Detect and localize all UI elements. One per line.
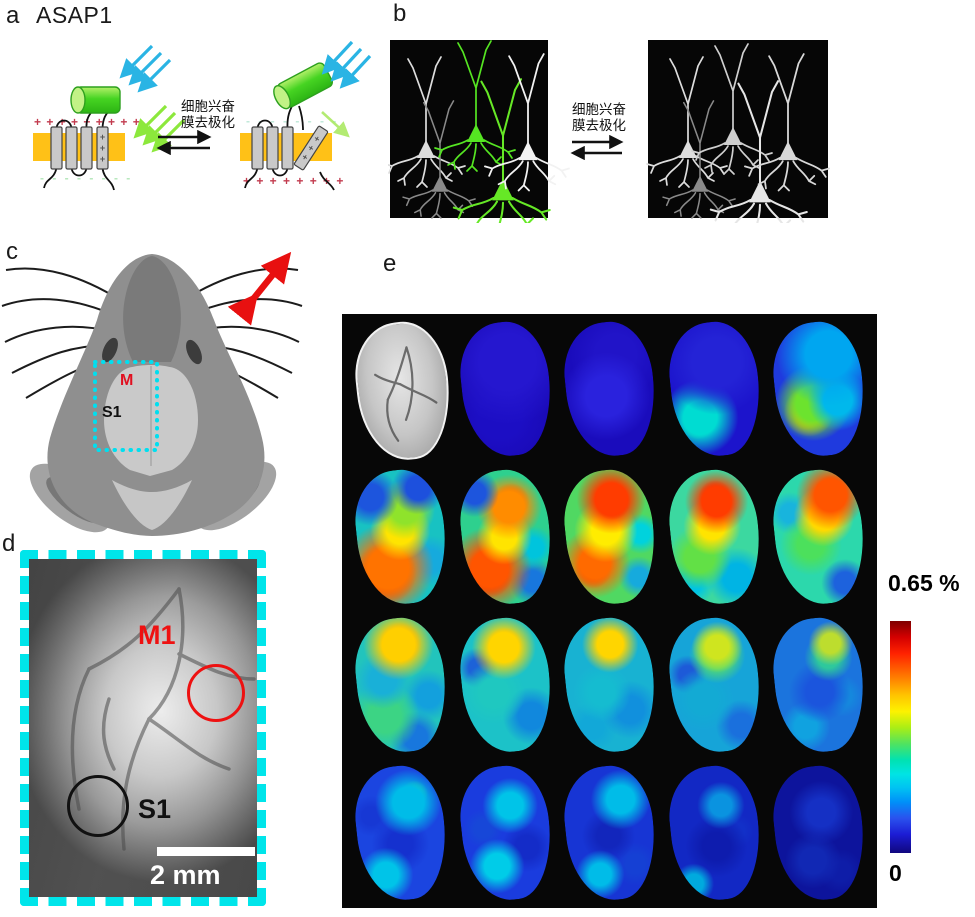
- excitation-light-arrows: [321, 40, 372, 89]
- transmembrane-segments: [251, 126, 294, 170]
- mouse-head-schematic: [1, 251, 303, 536]
- asap1-resting-state: + + + + + + + + + - - - - - - - - + +: [33, 44, 186, 191]
- svg-text:+: +: [312, 133, 322, 144]
- activity-map-r2c4: [663, 465, 766, 609]
- mouse-eyes: [102, 337, 202, 365]
- activity-map-r3c2: [454, 613, 557, 757]
- membrane-band: [33, 133, 125, 161]
- activity-map-r2c2: [454, 465, 557, 609]
- panel-b-transition-text: 细胞兴奋 膜去极化: [572, 102, 626, 134]
- excitation-light-arrows: [119, 44, 172, 93]
- s4-segment-tilted: + + +: [293, 125, 329, 171]
- scale-bar: [157, 847, 255, 856]
- panel-e-label: e: [383, 250, 397, 277]
- anatomy-brain-image: [350, 317, 456, 465]
- svg-text:+: +: [300, 152, 310, 163]
- activity-map-r4c2: [454, 761, 557, 905]
- brain-vasculature-image: [29, 559, 257, 897]
- s1-cortex-label: S1: [102, 404, 122, 421]
- panel-a-title: ASAP1: [36, 2, 113, 28]
- panel-a-transition-text: 细胞兴奋 膜去极化: [181, 99, 235, 131]
- snout-stripe: [123, 256, 181, 362]
- svg-text:+: +: [306, 142, 316, 153]
- activity-map-r4c3: [559, 761, 661, 905]
- activity-map-r4c5: [768, 761, 870, 905]
- gfp-cylinder-dim: [273, 62, 333, 110]
- activity-map-r2c1: [350, 465, 452, 609]
- activity-map-r3c1: [350, 613, 452, 757]
- m1-label: M1: [138, 620, 176, 650]
- s4-gating-charges: + + +: [100, 132, 105, 164]
- panel-c-label: c: [6, 238, 18, 265]
- panel-b-label: b: [393, 0, 407, 27]
- equilibrium-arrows: [570, 134, 624, 161]
- panel-a-label: a: [6, 2, 20, 29]
- transmembrane-segments: [50, 126, 109, 170]
- brain-vessels-illustration: [374, 346, 438, 442]
- svg-text:+: +: [100, 132, 105, 142]
- emission-light-arrows-bright: [133, 104, 186, 153]
- activity-map-r2c5: [768, 465, 870, 609]
- activity-map-r1c3: [559, 317, 661, 461]
- activity-map-r2c3: [559, 465, 661, 609]
- asap1-mechanism-diagram: + + + + + + + + + - - - - - - - - + +: [33, 40, 372, 191]
- cranial-window-frame: [20, 550, 266, 906]
- transition-text-line2: 膜去极化: [181, 114, 235, 131]
- intracellular-plus-charges: + + + + + + + +: [243, 174, 345, 188]
- m1-roi-circle: [187, 664, 245, 722]
- motor-cortex-label: M: [120, 372, 134, 389]
- colorbar: [890, 621, 911, 853]
- whisker-stimulation-arrow: [227, 251, 292, 326]
- colorbar-max-label: 0.65 %: [888, 570, 960, 596]
- asap1-depolarized-state: - - - - - - - - + + + + + + + + +: [240, 40, 372, 191]
- imaging-window-rect: [93, 360, 159, 452]
- intracellular-minus-charges: - - - - - - - -: [40, 171, 133, 185]
- activity-map-r1c4: [663, 317, 766, 461]
- activity-map-r1c2: [454, 317, 557, 461]
- activity-map-r1c5: [768, 317, 870, 461]
- colorbar-min-label: 0: [889, 860, 902, 886]
- activity-map-r3c4: [663, 613, 766, 757]
- activation-maps-panel: [342, 314, 877, 908]
- activity-map-r4c4: [663, 761, 766, 905]
- scale-bar-label: 2 mm: [150, 860, 221, 890]
- transition-text-line1: 细胞兴奋: [572, 102, 626, 118]
- svg-text:+: +: [100, 143, 105, 153]
- panel-d-label: d: [2, 530, 16, 557]
- activity-map-r3c3: [559, 613, 661, 757]
- neuron-population-diagram: [388, 40, 830, 223]
- emission-light-arrow-dim: [321, 111, 350, 138]
- transition-text-line1: 细胞兴奋: [181, 99, 235, 115]
- extracellular-minus-charges: - - - - - - - -: [246, 114, 339, 128]
- transition-text-line2: 膜去极化: [572, 117, 626, 134]
- gfp-cylinder-bright: [70, 86, 121, 114]
- equilibrium-arrows: [156, 129, 212, 156]
- s1-roi-circle: [67, 775, 129, 837]
- activity-map-r3c5: [768, 613, 870, 757]
- exposed-skull-region: [104, 365, 198, 530]
- svg-text:+: +: [100, 154, 105, 164]
- s1-label: S1: [138, 794, 172, 824]
- activity-map-r4c1: [350, 761, 452, 905]
